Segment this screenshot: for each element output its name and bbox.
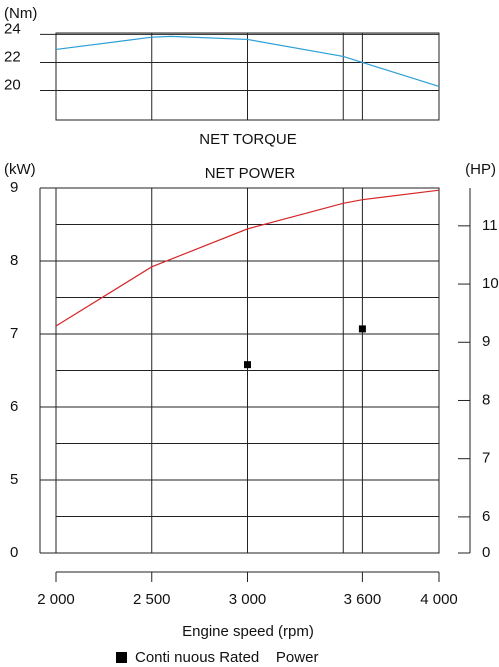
y-tick-label: 8 [10, 252, 18, 269]
data-line [55, 189, 440, 327]
x-label: Engine speed (rpm) [182, 623, 314, 640]
y-tick-label: 0 [10, 544, 18, 561]
y-label: (Nm) [4, 5, 37, 22]
y-tick-label: 9 [10, 179, 18, 196]
x-tick-label: 2 000 [37, 591, 75, 608]
data-point [358, 325, 366, 333]
x-tick-label: 2 500 [133, 591, 171, 608]
y2-tick-label: 0 [482, 544, 490, 561]
y2-tick-label: 6 [482, 508, 490, 525]
x-tick-label: 3 000 [229, 591, 267, 608]
y2-label: (HP) [465, 161, 496, 178]
y-tick-label: 22 [4, 48, 21, 65]
legend-marker [116, 652, 127, 663]
y2-tick-label: 7 [482, 450, 490, 467]
x-tick-label: 3 600 [344, 591, 382, 608]
chart-title: NET TORQUE [199, 131, 297, 148]
legend-label: Conti nuous Rated Power [135, 649, 318, 666]
y2-tick-label: 9 [482, 333, 490, 350]
data-point [244, 361, 251, 369]
y2-tick-label: 8 [482, 391, 490, 408]
y2-tick-label: 11 [482, 217, 498, 234]
data-line [55, 35, 440, 88]
y-tick-label: 6 [10, 398, 18, 415]
chart-title: NET POWER [205, 165, 296, 182]
y-tick-label: 7 [10, 325, 18, 342]
y-tick-label: 20 [4, 77, 21, 94]
y-tick-label: 24 [4, 20, 21, 37]
y2-tick-label: 10 [482, 275, 499, 292]
x-tick-label: 4 000 [420, 591, 458, 608]
y-label: (kW) [4, 161, 36, 178]
y-tick-label: 5 [10, 471, 18, 488]
